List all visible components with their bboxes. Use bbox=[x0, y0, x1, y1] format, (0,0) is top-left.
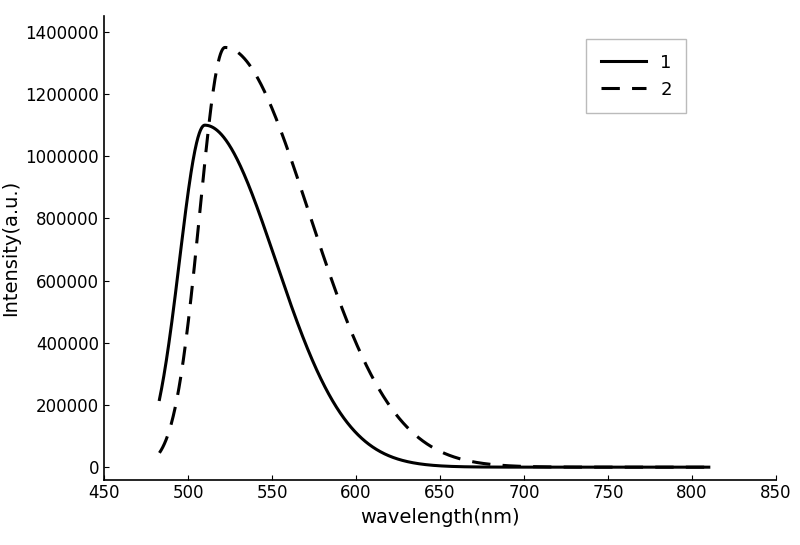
Line: 1: 1 bbox=[159, 125, 709, 467]
1 bbox=[587, 464, 597, 470]
Y-axis label: Intensity(a.u.): Intensity(a.u.) bbox=[1, 180, 20, 316]
1 bbox=[182, 194, 192, 201]
1 bbox=[200, 122, 210, 129]
2 bbox=[220, 44, 230, 51]
2 bbox=[587, 464, 597, 470]
2 bbox=[688, 464, 698, 470]
Line: 2: 2 bbox=[159, 47, 709, 467]
2 bbox=[154, 450, 164, 456]
2 bbox=[407, 429, 417, 435]
1 bbox=[688, 464, 698, 470]
X-axis label: wavelength(nm): wavelength(nm) bbox=[360, 508, 520, 527]
1 bbox=[688, 464, 698, 470]
1 bbox=[422, 462, 432, 468]
2 bbox=[422, 440, 432, 447]
1 bbox=[704, 464, 714, 470]
2 bbox=[688, 464, 698, 470]
2 bbox=[182, 325, 192, 331]
1 bbox=[407, 459, 417, 466]
1 bbox=[154, 396, 164, 403]
Legend: 1, 2: 1, 2 bbox=[586, 39, 686, 113]
2 bbox=[704, 464, 714, 470]
